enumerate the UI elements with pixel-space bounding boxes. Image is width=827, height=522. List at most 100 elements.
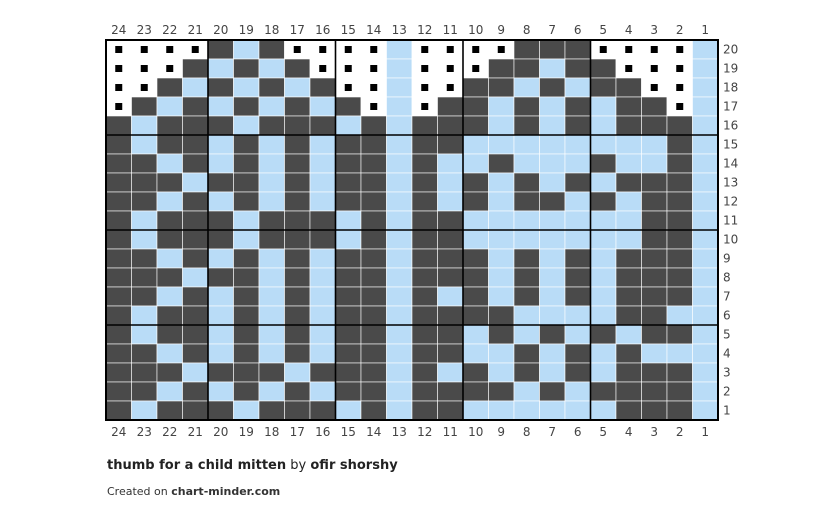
chart-cell	[182, 267, 209, 288]
chart-cell	[615, 324, 642, 345]
column-number-top: 2	[676, 23, 684, 37]
chart-cell	[258, 362, 285, 383]
chart-cell	[666, 191, 693, 212]
chart-cell	[437, 267, 464, 288]
chart-cell	[309, 229, 336, 250]
chart-cell	[615, 191, 642, 212]
no-stitch-marker	[140, 65, 148, 72]
chart-cell	[207, 96, 234, 117]
pattern-title-line: thumb for a child mitten by ofir shorshy	[107, 458, 398, 473]
chart-cell	[182, 134, 209, 155]
chart-cell	[539, 191, 566, 212]
chart-cell	[386, 229, 413, 250]
site-link[interactable]: chart-minder.com	[171, 485, 281, 498]
chart-cell	[284, 153, 311, 174]
no-stitch-marker	[115, 103, 123, 110]
chart-cell	[156, 172, 183, 193]
column-number-top: 19	[239, 23, 254, 37]
chart-cell	[615, 153, 642, 174]
chart-cell	[386, 286, 413, 307]
chart-cell	[131, 172, 158, 193]
column-number-top: 23	[137, 23, 152, 37]
chart-cell	[233, 210, 260, 231]
chart-cell	[564, 286, 591, 307]
chart-cell	[437, 115, 464, 136]
no-stitch-marker	[676, 46, 684, 53]
chart-cell	[309, 153, 336, 174]
chart-cell	[156, 248, 183, 269]
chart-cell	[156, 115, 183, 136]
column-number-bottom: 22	[162, 425, 177, 439]
chart-cell	[207, 153, 234, 174]
chart-cell	[539, 134, 566, 155]
chart-cell	[513, 400, 540, 421]
column-number-top: 7	[548, 23, 556, 37]
chart-cell	[513, 324, 540, 345]
chart-cell	[411, 248, 438, 269]
chart-cell	[666, 343, 693, 364]
chart-cell	[131, 191, 158, 212]
chart-cell	[641, 362, 668, 383]
row-number: 11	[723, 214, 738, 228]
chart-cell	[105, 210, 132, 231]
chart-cell	[309, 286, 336, 307]
chart-cell	[539, 343, 566, 364]
chart-cell	[641, 305, 668, 326]
no-stitch-marker	[115, 84, 123, 91]
chart-cell	[513, 343, 540, 364]
chart-cell	[437, 153, 464, 174]
no-stitch-marker	[421, 46, 429, 53]
chart-cell	[462, 286, 489, 307]
column-number-top: 16	[315, 23, 330, 37]
no-stitch-marker	[676, 103, 684, 110]
chart-cell	[335, 210, 362, 231]
chart-cell	[666, 286, 693, 307]
row-number: 2	[723, 385, 731, 399]
chart-cell	[615, 248, 642, 269]
chart-cell	[615, 400, 642, 421]
chart-cell	[335, 343, 362, 364]
chart-cell	[539, 210, 566, 231]
chart-cell	[207, 134, 234, 155]
chart-cell	[284, 267, 311, 288]
chart-cell	[666, 134, 693, 155]
chart-cell	[360, 115, 387, 136]
chart-cell	[105, 134, 132, 155]
chart-cell	[131, 96, 158, 117]
chart-cell	[258, 324, 285, 345]
chart-cell	[488, 400, 515, 421]
column-number-bottom: 4	[625, 425, 633, 439]
chart-cell	[182, 172, 209, 193]
chart-cell	[335, 267, 362, 288]
chart-cell	[182, 229, 209, 250]
chart-cell	[182, 77, 209, 98]
column-number-bottom: 21	[188, 425, 203, 439]
chart-cell	[411, 381, 438, 402]
chart-cell	[513, 248, 540, 269]
chart-cell	[564, 362, 591, 383]
chart-cell	[666, 305, 693, 326]
chart-cell	[258, 229, 285, 250]
chart-cell	[309, 362, 336, 383]
chart-cell	[539, 362, 566, 383]
chart-cell	[105, 343, 132, 364]
chart-cell	[207, 267, 234, 288]
chart-cell	[182, 324, 209, 345]
chart-cell	[692, 210, 719, 231]
no-stitch-marker	[319, 65, 327, 72]
chart-cell	[360, 362, 387, 383]
column-number-bottom: 16	[315, 425, 330, 439]
no-stitch-marker	[344, 65, 352, 72]
chart-cell	[513, 153, 540, 174]
chart-cell	[411, 229, 438, 250]
chart-cell	[156, 305, 183, 326]
chart-cell	[207, 400, 234, 421]
chart-cell	[513, 134, 540, 155]
chart-cell	[666, 267, 693, 288]
chart-cell	[386, 343, 413, 364]
chart-cell	[590, 267, 617, 288]
chart-cell	[156, 362, 183, 383]
chart-cell	[666, 324, 693, 345]
row-number: 13	[723, 176, 738, 190]
chart-cell	[462, 115, 489, 136]
